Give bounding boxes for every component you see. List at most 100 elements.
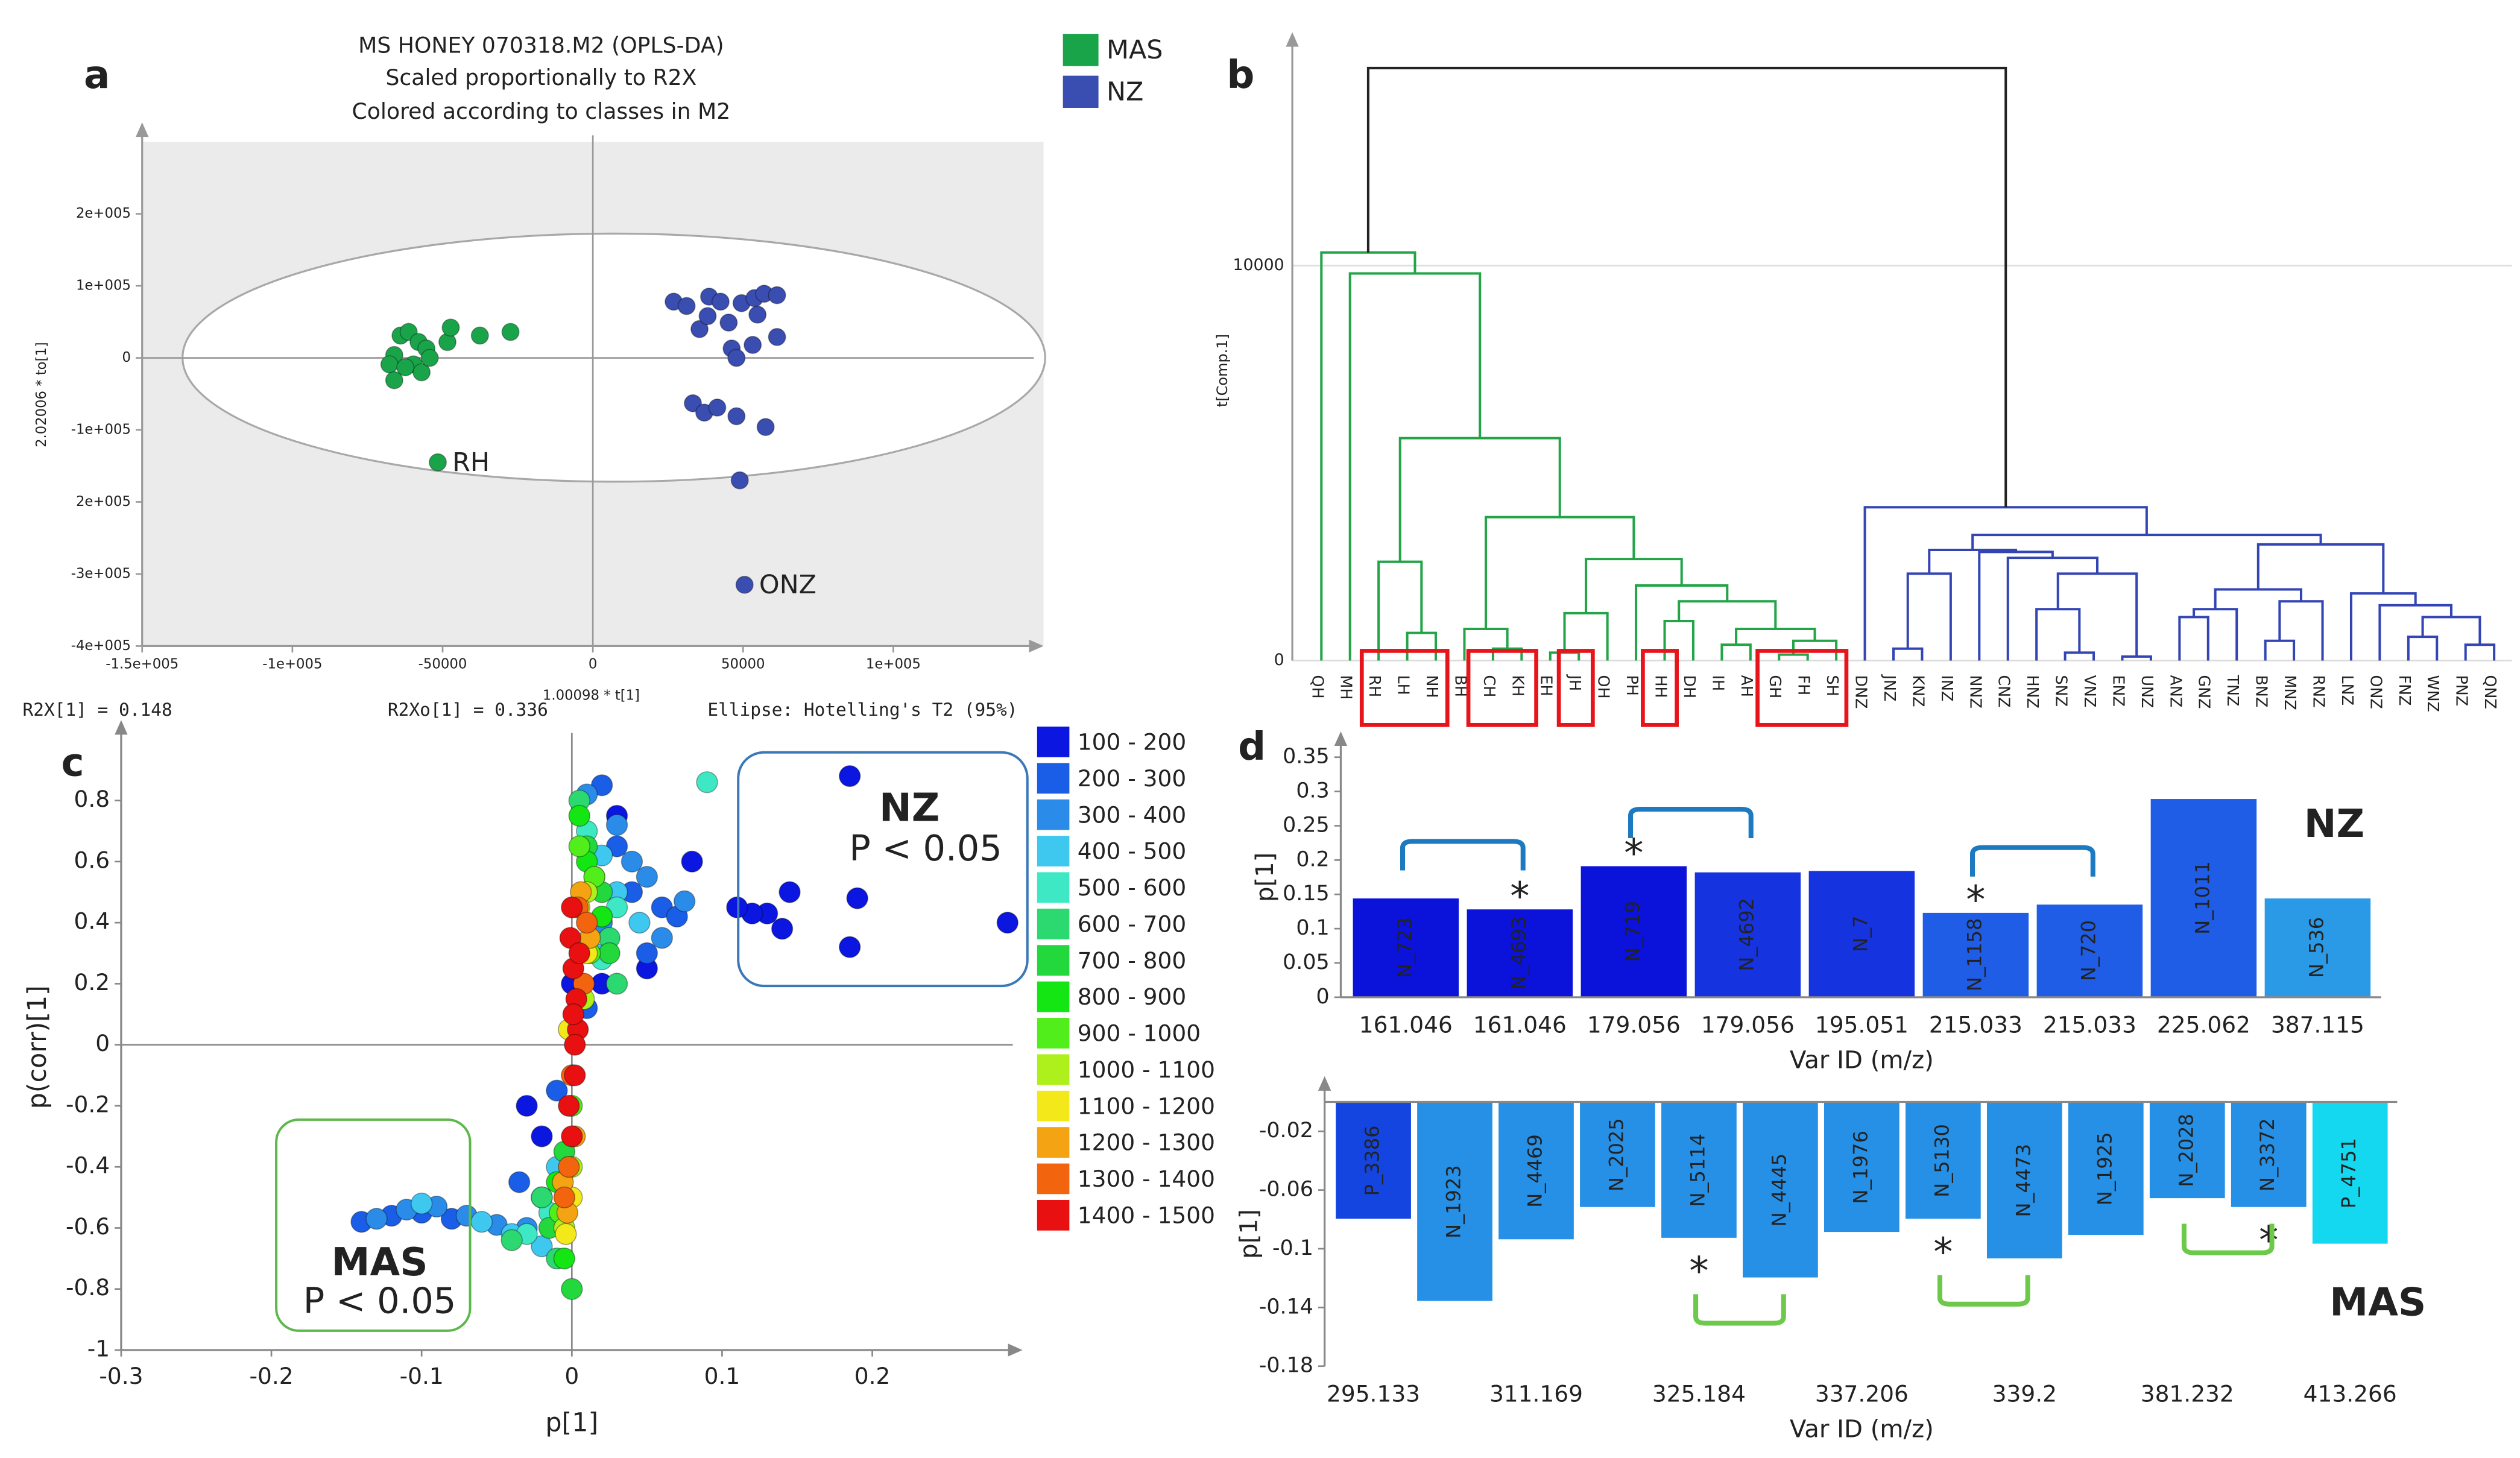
bar (1465, 908, 1574, 998)
point-annotation: RH (452, 447, 490, 478)
point (561, 1125, 583, 1147)
legend-label: NZ (1107, 77, 1143, 107)
leaf-label: LH (1395, 675, 1413, 695)
bar (2148, 1101, 2226, 1200)
bar-label: N_2025 (1605, 1118, 1628, 1191)
point (684, 394, 703, 412)
y-tick-label: 0.4 (74, 908, 110, 935)
legend-swatch (1037, 763, 1070, 794)
leaf-label: LNZ (2338, 675, 2357, 705)
leaf-label: ANZ (2167, 675, 2185, 707)
footnote: R2Xo[1] = 0.336 (388, 699, 548, 720)
bar-label: P_3386 (1361, 1125, 1384, 1196)
significance-marker: * (1510, 874, 1529, 920)
point (531, 1235, 553, 1258)
point (412, 363, 431, 382)
box-annotation: NZ (879, 786, 939, 831)
bar-label: N_1976 (1849, 1131, 1872, 1204)
point (636, 942, 658, 964)
bracket (1693, 1294, 1786, 1326)
bar-label: N_4445 (1767, 1153, 1790, 1227)
point (385, 371, 403, 390)
dendrogram-link (1366, 66, 2007, 508)
panel-label: a (84, 52, 110, 98)
point (410, 1192, 433, 1215)
y-tick-label: -0.6 (66, 1213, 110, 1240)
x-tick-label: 161.046 (1473, 1011, 1567, 1038)
chart-subtitle: Scaled proportionally to R2X (385, 65, 696, 90)
leaf-label: KNZ (1909, 675, 1927, 707)
x-tick-label: -0.1 (400, 1363, 444, 1389)
point (558, 1156, 580, 1178)
y-tick-label: -0.06 (1259, 1178, 1313, 1202)
point (996, 911, 1019, 934)
x-axis-label: Var ID (m/z) (1790, 1047, 1934, 1075)
bracket (1628, 806, 1754, 839)
point (730, 471, 749, 490)
bar-label: N_4692 (1735, 898, 1758, 971)
leaf-label: GH (1766, 675, 1784, 698)
leaf-label: RH (1366, 675, 1384, 697)
y-tick-label: 0.05 (1283, 950, 1330, 974)
bar-label: P_4751 (2337, 1138, 2360, 1208)
box-annotation: MAS (332, 1240, 428, 1285)
leaf-label: DH (1681, 675, 1699, 698)
significance-marker: * (1624, 831, 1643, 876)
axis-arrow (1318, 1076, 1331, 1091)
leaf-label: WNZ (2424, 675, 2442, 712)
point (778, 881, 801, 903)
bar-label: N_723 (1393, 917, 1416, 978)
point (546, 1079, 568, 1102)
legend-label: 1000 - 1100 (1078, 1056, 1215, 1083)
bar (1921, 911, 2030, 998)
bar-label: N_4469 (1523, 1134, 1546, 1208)
point (768, 286, 786, 305)
legend-label: 1300 - 1400 (1078, 1166, 1215, 1192)
axis-arrow (1334, 731, 1348, 746)
bracket (1970, 845, 2095, 877)
x-tick-label: -1.5e+005 (106, 657, 178, 672)
point (568, 942, 590, 964)
x-axis-label: 1.00098 * t[1] (543, 688, 640, 704)
leaf-label: ENZ (2109, 675, 2127, 706)
point (727, 407, 746, 426)
point (562, 1003, 585, 1026)
bar (1351, 897, 1461, 998)
leaf-label: QNZ (2481, 675, 2499, 708)
leaf-label: MNZ (2281, 675, 2299, 710)
point (628, 911, 651, 934)
dendrogram-link (1906, 572, 1952, 661)
legend-label: 1400 - 1500 (1078, 1202, 1215, 1229)
x-tick-label: 179.056 (1701, 1011, 1795, 1038)
legend-swatch (1037, 1090, 1070, 1122)
point (598, 942, 621, 964)
bar-label: N_1925 (2093, 1132, 2116, 1206)
leaf-label: KH (1509, 675, 1527, 696)
dendrogram-link (1778, 653, 1809, 661)
point (561, 896, 583, 919)
axis-arrow (136, 122, 149, 137)
chart-title: MS HONEY 070318.M2 (OPLS-DA) (358, 33, 724, 58)
significance-marker: * (2259, 1218, 2278, 1263)
legend-label: 100 - 200 (1078, 729, 1186, 756)
leaf-label: ONZ (2367, 675, 2385, 708)
x-tick-label: 325.184 (1652, 1380, 1746, 1407)
dendrogram-link (2056, 572, 2138, 657)
bar (1659, 1101, 1738, 1239)
dendrogram-link (2064, 651, 2095, 661)
y-tick-label: 0.35 (1283, 745, 1330, 769)
legend-swatch (1037, 836, 1070, 866)
point (420, 349, 439, 367)
point (768, 327, 786, 346)
point (719, 314, 738, 332)
bar-label: N_5114 (1686, 1134, 1709, 1207)
point-annotation: ONZ (759, 570, 816, 600)
leaf-label: INZ (1938, 675, 1956, 701)
point (568, 804, 590, 827)
point (558, 1094, 580, 1117)
bar (2263, 897, 2372, 998)
y-axis-label: t[Comp.1] (1214, 334, 1231, 407)
point (708, 398, 727, 417)
bar (1822, 1101, 1901, 1234)
